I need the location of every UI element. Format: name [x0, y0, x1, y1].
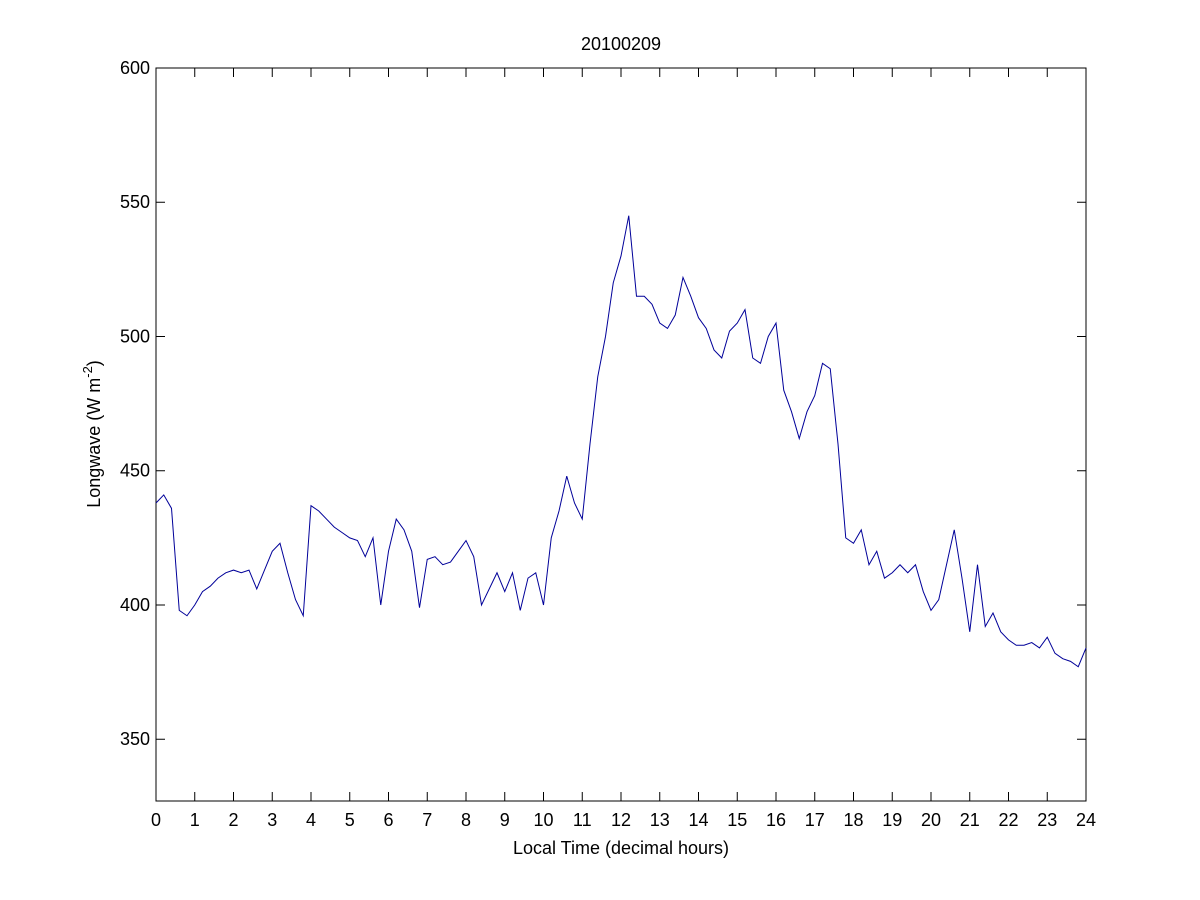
- y-tick-label: 350: [120, 729, 150, 749]
- y-axis-label-end: ): [84, 360, 104, 366]
- plot-frame: [155, 67, 1087, 802]
- x-tick-label: 17: [805, 810, 825, 830]
- x-tick-label: 5: [345, 810, 355, 830]
- x-tick-label: 15: [727, 810, 747, 830]
- x-tick-label: 8: [461, 810, 471, 830]
- x-tick-label: 24: [1076, 810, 1096, 830]
- x-tick-label: 20: [921, 810, 941, 830]
- x-tick-label: 13: [650, 810, 670, 830]
- x-axis-label: Local Time (decimal hours): [513, 838, 729, 858]
- x-tick-label: 4: [306, 810, 316, 830]
- x-tick-label: 14: [688, 810, 708, 830]
- x-tick-label: 10: [533, 810, 553, 830]
- x-tick-label: 6: [383, 810, 393, 830]
- x-tick-label: 18: [843, 810, 863, 830]
- x-tick-label: 23: [1037, 810, 1057, 830]
- y-axis-label: Longwave (W m-2): [80, 360, 104, 508]
- x-tick-label: 3: [267, 810, 277, 830]
- y-axis-label-main: Longwave (W m: [84, 378, 104, 508]
- y-tick-label: 400: [120, 595, 150, 615]
- data-line: [155, 215, 1087, 668]
- y-tick-label: 450: [120, 461, 150, 481]
- y-tick-label: 500: [120, 326, 150, 346]
- y-axis-label-superscript: -2: [80, 366, 95, 378]
- x-tick-label: 19: [882, 810, 902, 830]
- y-tick-label: 600: [120, 58, 150, 78]
- x-tick-label: 16: [766, 810, 786, 830]
- x-tick-label: 0: [151, 810, 161, 830]
- x-tick-label: 21: [960, 810, 980, 830]
- x-tick-label: 22: [998, 810, 1018, 830]
- x-tick-label: 2: [228, 810, 238, 830]
- y-tick-label: 550: [120, 192, 150, 212]
- x-tick-label: 1: [190, 810, 200, 830]
- x-tick-label: 9: [500, 810, 510, 830]
- chart-title: 20100209: [581, 34, 661, 54]
- x-tick-label: 7: [422, 810, 432, 830]
- x-tick-label: 11: [573, 810, 592, 830]
- x-tick-label: 12: [611, 810, 631, 830]
